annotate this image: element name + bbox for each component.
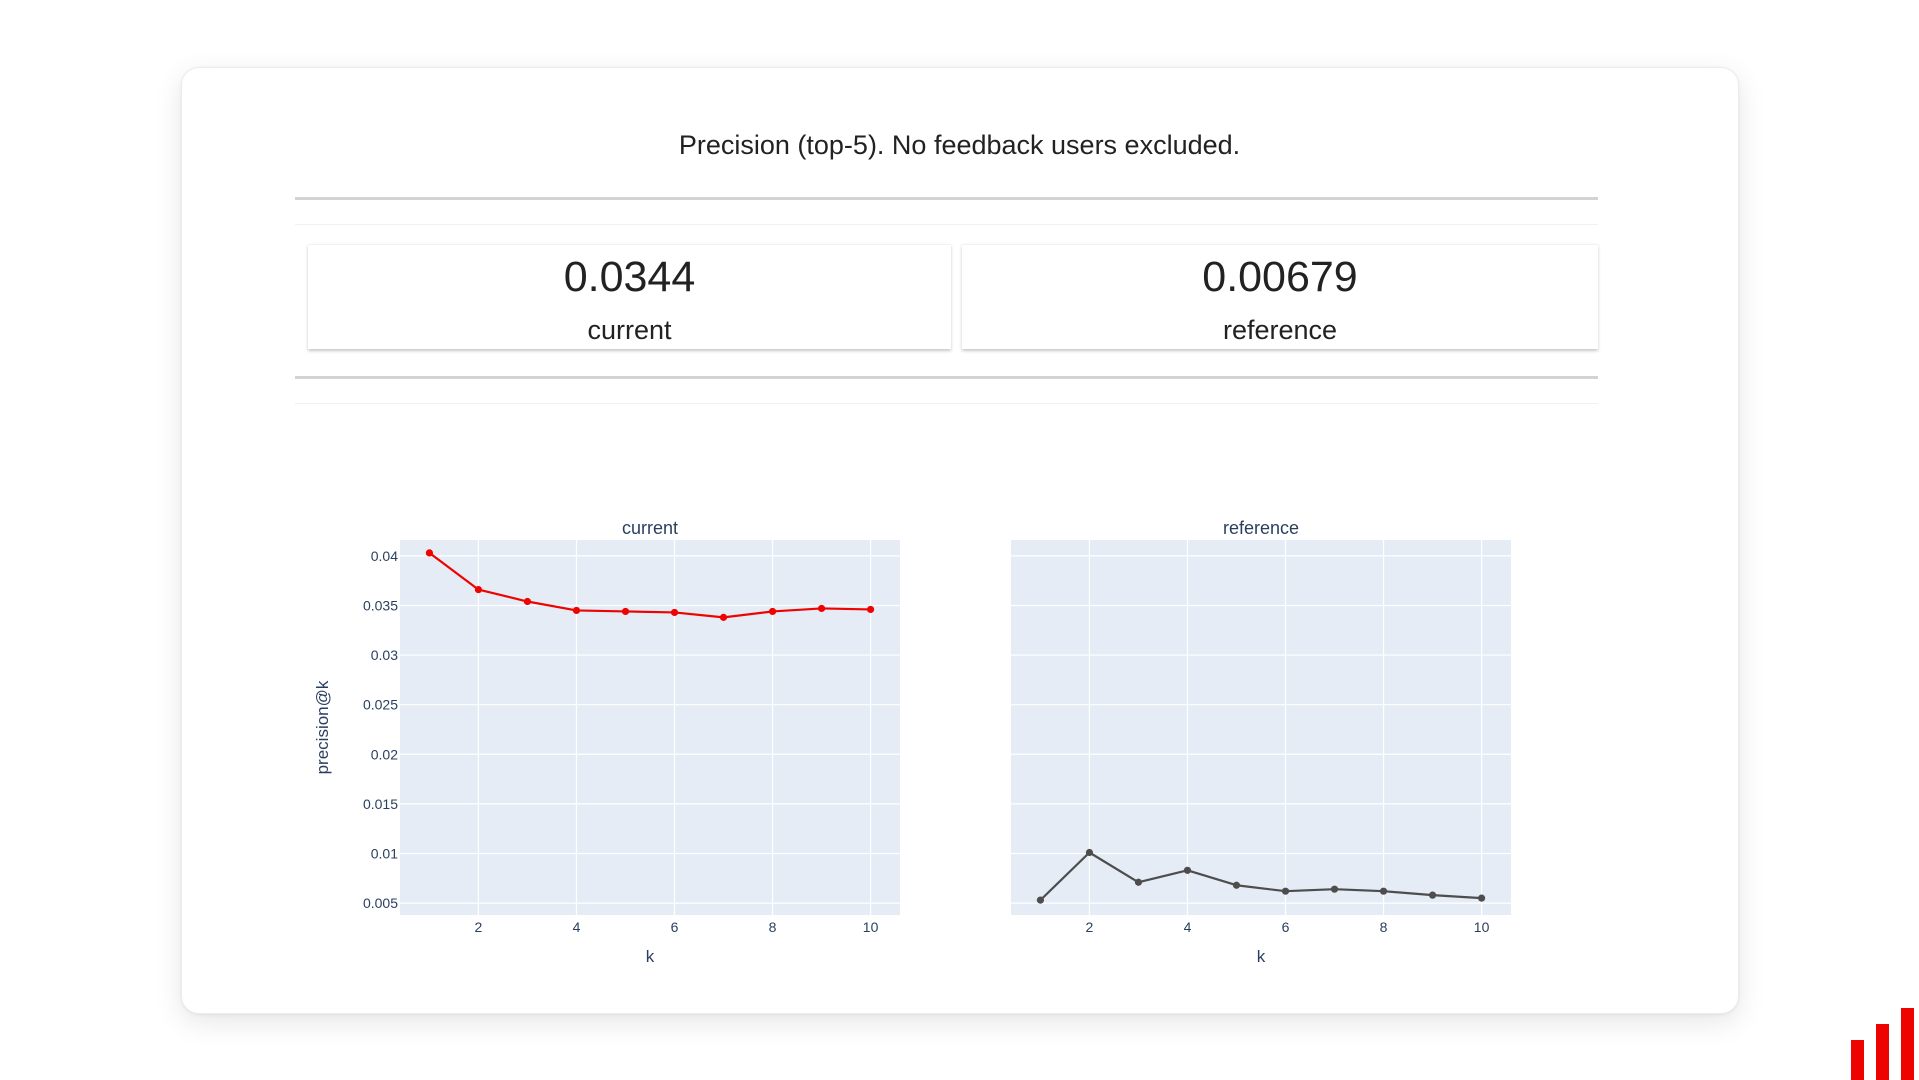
counter-reference-label: reference — [1222, 315, 1338, 345]
x-axis-label: k — [1257, 947, 1266, 966]
divider-top — [295, 197, 1598, 200]
x-axis-label: k — [646, 947, 655, 966]
data-point — [1379, 887, 1388, 895]
data-point — [719, 613, 728, 621]
counter-current: 0.0344 current — [308, 244, 951, 349]
x-tick-label: 10 — [1474, 919, 1490, 935]
chart-current: 2 4 6 8 10 0.005 0.01 0.015 0.02 0.025 0.03 0.035 0.… — [313, 518, 900, 966]
data-point — [572, 606, 581, 615]
counter-current-label: current — [587, 315, 672, 345]
y-tick-label: 0.015 — [363, 796, 398, 812]
data-point — [1036, 896, 1045, 904]
data-point — [817, 604, 826, 613]
data-point — [670, 608, 679, 617]
divider-top-light — [295, 224, 1598, 225]
data-point — [1134, 878, 1143, 886]
page-title: Precision (top-5). No feedback users exc… — [678, 130, 1241, 160]
x-tick-label: 4 — [1184, 919, 1192, 935]
plot-area-reference — [1011, 540, 1511, 915]
x-tick-label: 2 — [1086, 919, 1094, 935]
plot-area-current — [400, 540, 900, 915]
data-point — [1330, 885, 1339, 893]
counter-reference: 0.00679 reference — [962, 244, 1598, 349]
y-tick-label: 0.03 — [371, 647, 398, 663]
x-tick-label: 6 — [671, 919, 679, 935]
y-tick-label: 0.01 — [371, 845, 398, 861]
data-point — [1232, 881, 1241, 889]
counter-current-value: 0.0344 — [563, 253, 696, 301]
data-point — [1477, 894, 1486, 902]
x-tick-label: 6 — [1282, 919, 1290, 935]
counter-reference-value: 0.00679 — [1202, 253, 1358, 301]
x-tick-label: 8 — [769, 919, 777, 935]
x-tick-label: 8 — [1380, 919, 1388, 935]
data-point — [1281, 887, 1290, 895]
data-point — [1085, 848, 1094, 857]
y-tick-label: 0.005 — [363, 895, 398, 911]
data-point — [474, 586, 483, 594]
divider-bottom — [295, 376, 1598, 379]
data-point — [1428, 891, 1437, 899]
series-line-reference — [1039, 851, 1482, 901]
data-point — [768, 607, 777, 616]
x-tick-label: 2 — [475, 919, 483, 935]
divider-bottom-light — [295, 403, 1598, 404]
x-tick-label: 4 — [573, 919, 581, 935]
data-point — [1183, 866, 1192, 874]
y-tick-label: 0.02 — [371, 746, 398, 762]
y-tick-label: 0.04 — [371, 548, 398, 564]
data-point — [425, 549, 434, 557]
y-axis-label: precision@k — [313, 680, 332, 774]
subplot-title-reference: reference — [1223, 518, 1299, 538]
subplot-title-current: current — [622, 518, 678, 538]
series-line-current — [428, 552, 871, 619]
data-point — [866, 605, 875, 614]
brand-logo-icon — [1851, 1008, 1914, 1080]
chart-reference: 2 4 6 8 10 reference k — [1011, 518, 1511, 966]
x-tick-label: 10 — [863, 919, 879, 935]
data-point — [621, 607, 630, 616]
y-tick-label: 0.025 — [363, 697, 398, 713]
data-point — [523, 597, 532, 606]
y-tick-label: 0.035 — [363, 597, 398, 613]
